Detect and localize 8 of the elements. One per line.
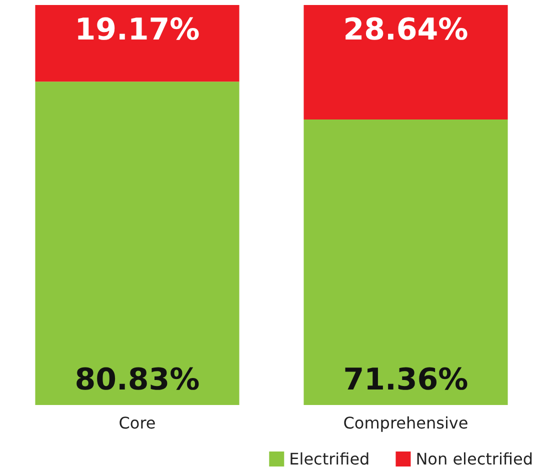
legend-label: Electrified: [289, 450, 370, 468]
x-tick-label: Comprehensive: [343, 414, 468, 432]
data-label: 19.17%: [74, 12, 200, 48]
legend-label: Non electrified: [416, 450, 534, 468]
data-label: 80.83%: [74, 362, 200, 398]
data-label: 71.36%: [343, 362, 468, 398]
x-tick-label: Core: [118, 414, 156, 432]
data-label: 28.64%: [343, 12, 468, 48]
